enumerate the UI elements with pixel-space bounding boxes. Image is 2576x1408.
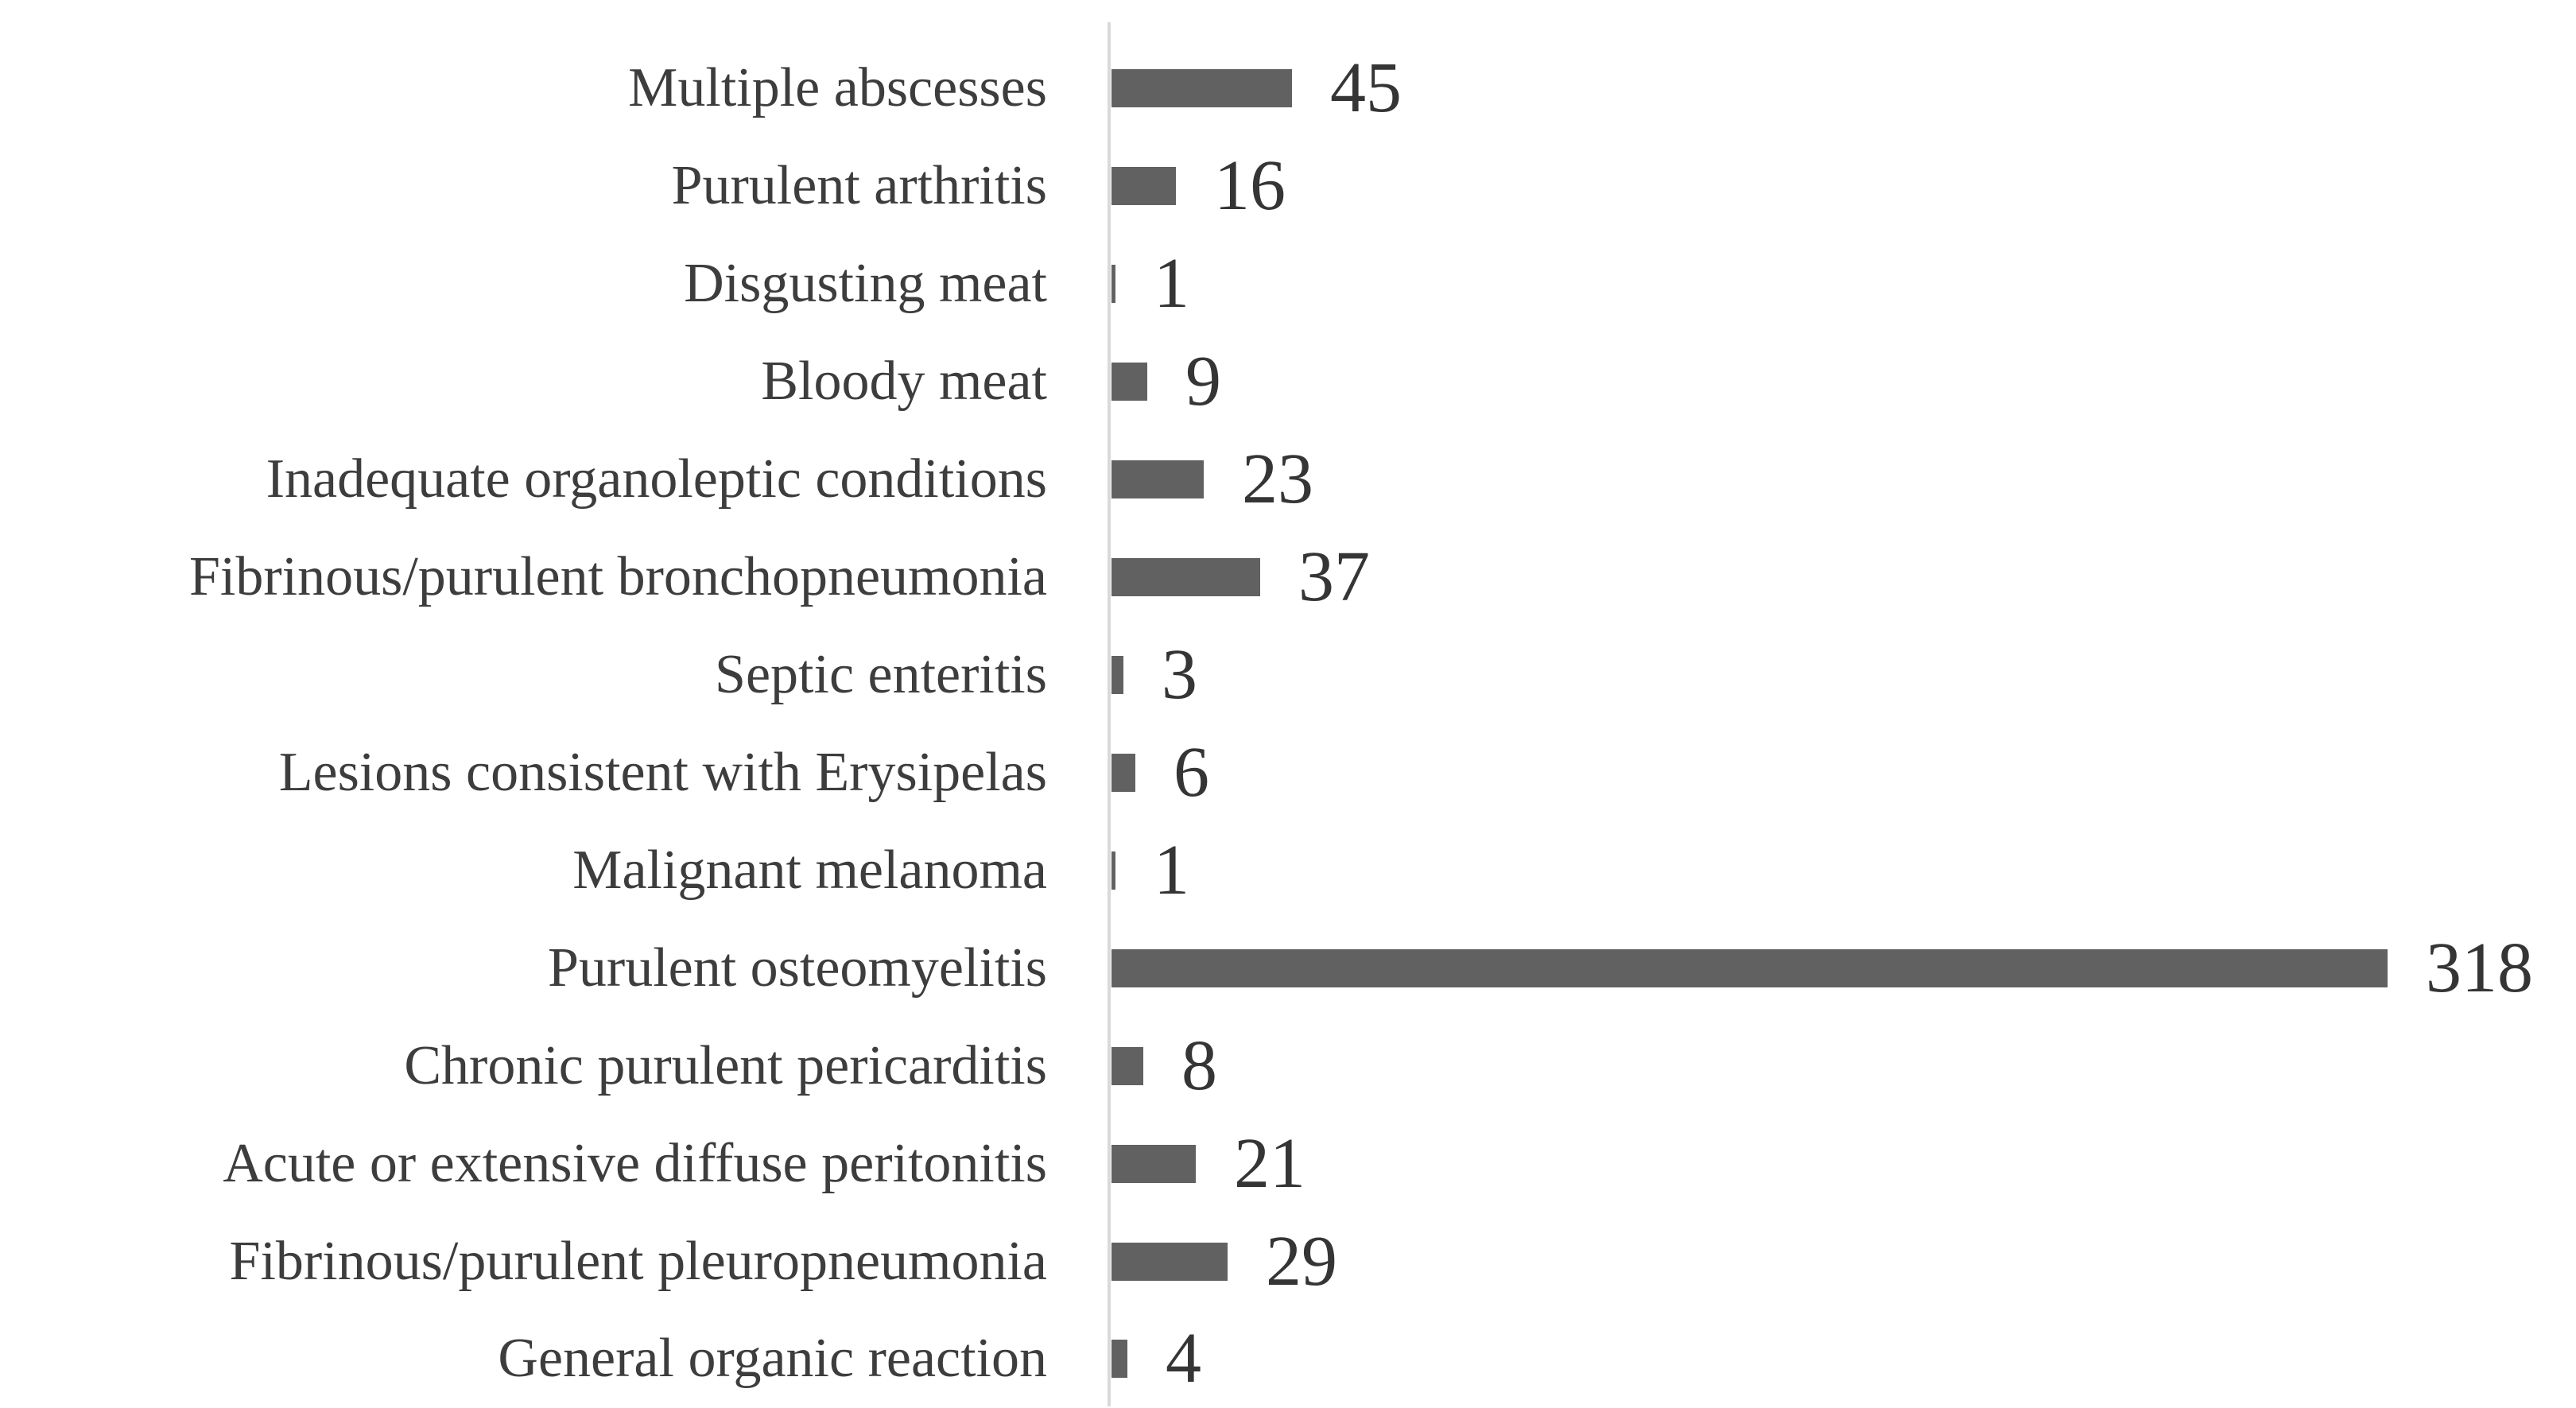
bar-row: Bloody meat 9 bbox=[0, 333, 2576, 431]
category-label: Lesions consistent with Erysipelas bbox=[278, 741, 1047, 803]
bar-row: Fibrinous/purulent bronchopneumonia 37 bbox=[0, 529, 2576, 626]
value-label: 23 bbox=[1242, 440, 1313, 519]
bar bbox=[1111, 753, 1135, 792]
category-label: Fibrinous/purulent bronchopneumonia bbox=[188, 546, 1047, 608]
value-label: 9 bbox=[1185, 342, 1221, 421]
bar-area: 318 bbox=[1111, 928, 2533, 1007]
bar-area: 4 bbox=[1111, 1323, 1201, 1394]
bar-row: Septic enteritis 3 bbox=[0, 626, 2576, 724]
bar bbox=[1111, 167, 1176, 206]
bar bbox=[1111, 1046, 1143, 1085]
bar bbox=[1111, 265, 1115, 304]
bar-row: Purulent arthritis 16 bbox=[0, 138, 2576, 235]
bar bbox=[1111, 851, 1115, 890]
bar bbox=[1111, 363, 1147, 401]
bar bbox=[1111, 655, 1123, 694]
bar-area: 37 bbox=[1111, 541, 1370, 613]
category-label: Bloody meat bbox=[761, 351, 1047, 413]
bar-area: 45 bbox=[1111, 52, 1402, 124]
value-label: 29 bbox=[1266, 1221, 1337, 1301]
value-label: 21 bbox=[1234, 1123, 1305, 1203]
value-label: 1 bbox=[1154, 830, 1189, 910]
category-label: Chronic purulent pericarditis bbox=[404, 1034, 1047, 1096]
bar-row: Purulent osteomyelitis 318 bbox=[0, 919, 2576, 1017]
bar-area: 21 bbox=[1111, 1123, 1305, 1203]
value-label: 4 bbox=[1166, 1319, 1201, 1398]
value-label: 318 bbox=[2426, 928, 2533, 1007]
value-label: 8 bbox=[1181, 1026, 1217, 1105]
bar-area: 16 bbox=[1111, 150, 1286, 222]
bar bbox=[1111, 1242, 1228, 1281]
value-label: 37 bbox=[1298, 537, 1370, 617]
bar bbox=[1111, 1340, 1127, 1379]
category-label: Fibrinous/purulent pleuropneumonia bbox=[229, 1230, 1047, 1292]
bar bbox=[1111, 1144, 1196, 1183]
bar-row: Malignant melanoma 1 bbox=[0, 821, 2576, 919]
category-label: Inadequate organoleptic conditions bbox=[266, 448, 1047, 510]
value-label: 16 bbox=[1214, 146, 1286, 226]
bar-row: Multiple abscesses 45 bbox=[0, 40, 2576, 138]
bar-row: Lesions consistent with Erysipelas 6 bbox=[0, 723, 2576, 821]
bar-area: 6 bbox=[1111, 732, 1209, 812]
category-label: Multiple abscesses bbox=[628, 57, 1047, 119]
bar-row: Inadequate organoleptic conditions 23 bbox=[0, 431, 2576, 529]
bar-row: Acute or extensive diffuse peritonitis 21 bbox=[0, 1115, 2576, 1212]
category-label: Septic enteritis bbox=[715, 643, 1047, 705]
category-label: Purulent arthritis bbox=[671, 155, 1047, 217]
bar-area: 1 bbox=[1111, 830, 1189, 910]
bar-row: Fibrinous/purulent pleuropneumonia 29 bbox=[0, 1212, 2576, 1310]
bar bbox=[1111, 558, 1260, 597]
category-label: Malignant melanoma bbox=[572, 839, 1047, 901]
bar-row: Chronic purulent pericarditis 8 bbox=[0, 1017, 2576, 1115]
bar bbox=[1111, 69, 1292, 108]
chart-rows: Multiple abscesses 45 Purulent arthritis 16… bbox=[0, 40, 2576, 1408]
value-label: 45 bbox=[1330, 48, 1402, 128]
bar bbox=[1111, 948, 2388, 987]
bar-area: 3 bbox=[1111, 634, 1197, 714]
bar-area: 29 bbox=[1111, 1221, 1337, 1301]
bar-area: 1 bbox=[1111, 248, 1189, 320]
bar-area: 9 bbox=[1111, 346, 1221, 417]
bar-area: 8 bbox=[1111, 1030, 1217, 1102]
bar-row: Disgusting meat 1 bbox=[0, 235, 2576, 333]
category-axis-line bbox=[1108, 22, 1111, 1406]
value-label: 1 bbox=[1154, 244, 1189, 324]
category-label: Purulent osteomyelitis bbox=[547, 937, 1047, 999]
category-label: Disgusting meat bbox=[684, 253, 1047, 315]
value-label: 6 bbox=[1174, 732, 1209, 812]
category-label: Acute or extensive diffuse peritonitis bbox=[223, 1132, 1047, 1194]
bar-area: 23 bbox=[1111, 444, 1313, 515]
bar-row: General organic reaction 4 bbox=[0, 1310, 2576, 1408]
bar bbox=[1111, 460, 1204, 499]
value-label: 3 bbox=[1162, 634, 1197, 714]
category-label: General organic reaction bbox=[498, 1328, 1047, 1390]
